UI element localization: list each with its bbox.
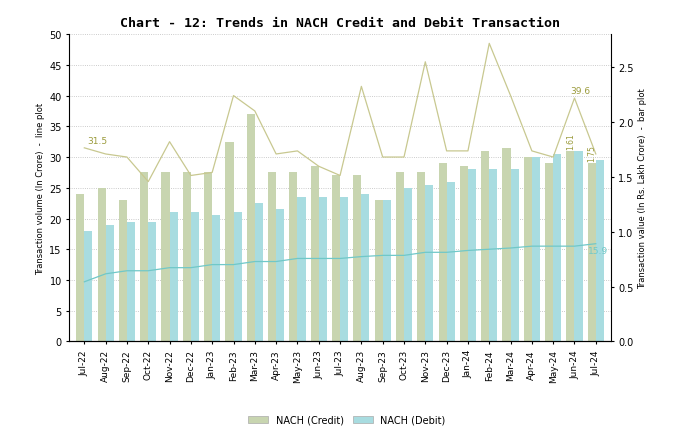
Bar: [382, 201, 391, 342]
Bar: [226, 142, 233, 342]
Bar: [169, 213, 178, 342]
Bar: [289, 173, 298, 342]
Y-axis label: Transaction value (In Rs. Lakh Crore)  -  bar plot: Transaction value (In Rs. Lakh Crore) - …: [638, 88, 647, 289]
Bar: [468, 170, 476, 342]
Bar: [596, 161, 604, 342]
Bar: [353, 176, 362, 342]
Bar: [233, 213, 242, 342]
Bar: [140, 173, 149, 342]
Bar: [319, 198, 327, 342]
Bar: [404, 188, 412, 342]
Bar: [191, 213, 199, 342]
Bar: [276, 210, 285, 342]
Bar: [105, 225, 114, 342]
Legend: NACH (Credit), NACH (Debit): NACH (Credit), NACH (Debit): [244, 411, 450, 429]
Bar: [183, 173, 191, 342]
Bar: [566, 152, 575, 342]
Bar: [76, 194, 84, 342]
Text: 15.9: 15.9: [588, 246, 608, 255]
Text: 31.5: 31.5: [87, 137, 108, 145]
Bar: [127, 222, 135, 342]
Bar: [425, 185, 434, 342]
Bar: [340, 198, 348, 342]
Bar: [212, 216, 220, 342]
Bar: [375, 201, 382, 342]
Bar: [362, 194, 369, 342]
Bar: [524, 158, 532, 342]
Bar: [298, 198, 305, 342]
Bar: [332, 176, 340, 342]
Bar: [588, 164, 596, 342]
Bar: [553, 155, 561, 342]
Text: 1.75: 1.75: [587, 145, 596, 162]
Bar: [460, 167, 468, 342]
Bar: [268, 173, 276, 342]
Bar: [439, 164, 447, 342]
Bar: [98, 188, 105, 342]
Bar: [311, 167, 319, 342]
Text: 1.61: 1.61: [566, 133, 575, 150]
Bar: [502, 148, 511, 342]
Bar: [396, 173, 404, 342]
Bar: [149, 222, 156, 342]
Bar: [119, 201, 127, 342]
Bar: [489, 170, 498, 342]
Bar: [575, 152, 582, 342]
Bar: [246, 115, 255, 342]
Bar: [545, 164, 553, 342]
Bar: [511, 170, 518, 342]
Bar: [84, 231, 92, 342]
Bar: [532, 158, 540, 342]
Bar: [204, 173, 212, 342]
Bar: [447, 182, 455, 342]
Bar: [481, 152, 489, 342]
Bar: [162, 173, 169, 342]
Bar: [255, 204, 263, 342]
Text: 39.6: 39.6: [570, 87, 591, 96]
Title: Chart - 12: Trends in NACH Credit and Debit Transaction: Chart - 12: Trends in NACH Credit and De…: [120, 17, 560, 30]
Bar: [417, 173, 425, 342]
Y-axis label: Transaction volume (In Crore)  -  line plot: Transaction volume (In Crore) - line plo…: [36, 102, 45, 274]
